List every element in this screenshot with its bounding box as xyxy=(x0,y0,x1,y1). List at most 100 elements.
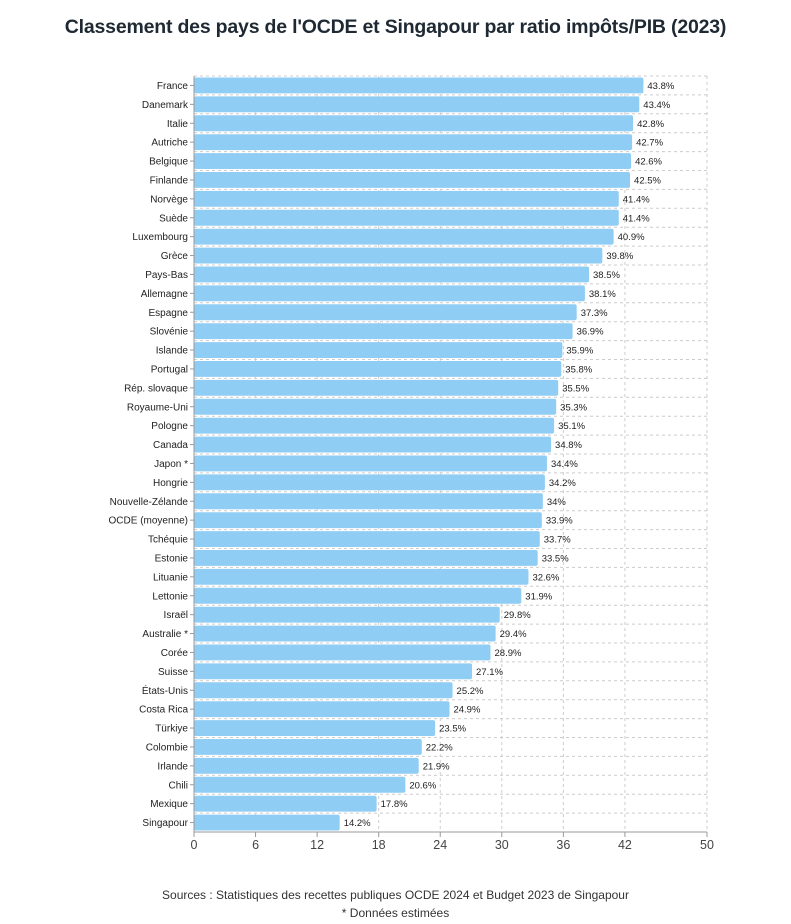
bar xyxy=(194,266,590,283)
bar xyxy=(194,285,585,302)
category-label: Espagne xyxy=(149,308,189,319)
category-label: France xyxy=(157,81,189,92)
bar xyxy=(194,606,500,623)
bar xyxy=(194,209,619,226)
value-label: 32.6% xyxy=(532,572,559,583)
value-label: 42.8% xyxy=(637,119,664,130)
value-label: 20.6% xyxy=(409,780,436,791)
category-label: Colombie xyxy=(146,742,189,753)
category-label: Australie * xyxy=(142,629,188,640)
category-label: Pays-Bas xyxy=(145,270,188,281)
value-label: 35.9% xyxy=(566,346,593,357)
category-label: Slovénie xyxy=(150,327,189,338)
value-label: 38.1% xyxy=(589,289,616,300)
bar xyxy=(194,739,422,755)
value-label: 24.9% xyxy=(453,705,480,716)
bar xyxy=(194,190,619,207)
category-label: Hongrie xyxy=(153,478,188,489)
value-label: 43.4% xyxy=(643,100,670,111)
category-label: Italie xyxy=(167,119,189,130)
value-label: 33.5% xyxy=(542,553,569,564)
bar xyxy=(194,644,491,661)
chart-title: Classement des pays de l'OCDE et Singapo… xyxy=(64,16,727,38)
bar xyxy=(194,550,538,566)
bar xyxy=(194,172,631,188)
category-label: Chili xyxy=(169,780,188,791)
bar xyxy=(194,625,496,642)
category-label: Portugal xyxy=(151,364,188,375)
value-label: 35.1% xyxy=(558,421,585,432)
bar xyxy=(194,776,406,793)
category-label: Rép. slovaque xyxy=(124,383,188,394)
category-label: États-Unis xyxy=(142,684,188,697)
value-label: 37.3% xyxy=(581,308,608,319)
bar xyxy=(194,474,545,491)
bar xyxy=(194,682,453,699)
value-label: 33.7% xyxy=(544,535,571,546)
value-label: 35.3% xyxy=(560,402,587,413)
category-label: Suisse xyxy=(158,667,188,678)
bar xyxy=(194,134,633,151)
category-label: Luxembourg xyxy=(132,232,188,243)
value-label: 43.8% xyxy=(647,81,674,92)
value-label: 17.8% xyxy=(381,799,408,810)
sources-text: Sources : Statistiques des recettes publ… xyxy=(162,888,629,902)
category-label: OCDE (moyenne) xyxy=(109,516,188,527)
category-label: Costa Rica xyxy=(139,705,188,716)
bar xyxy=(194,795,377,812)
value-label: 34.2% xyxy=(549,478,576,489)
value-label: 31.9% xyxy=(525,591,552,602)
value-label: 42.6% xyxy=(635,157,662,168)
x-tick-label: 42 xyxy=(618,838,632,852)
bar xyxy=(194,304,577,321)
value-label: 14.2% xyxy=(344,818,371,829)
value-label: 21.9% xyxy=(423,761,450,772)
category-label: Tchéquie xyxy=(148,535,188,546)
x-tick-label: 36 xyxy=(556,838,570,852)
bar xyxy=(194,436,552,453)
value-label: 27.1% xyxy=(476,667,503,678)
category-label: Suède xyxy=(159,213,188,224)
bar xyxy=(194,512,542,529)
bar xyxy=(194,568,529,585)
value-label: 35.5% xyxy=(562,383,589,394)
category-label: Islande xyxy=(156,346,189,357)
category-label: Irlande xyxy=(157,761,188,772)
value-label: 41.4% xyxy=(623,213,650,224)
value-label: 22.2% xyxy=(426,742,453,753)
value-label: 38.5% xyxy=(593,270,620,281)
bar xyxy=(194,814,340,831)
category-label: Allemagne xyxy=(141,289,189,300)
bar xyxy=(194,493,543,510)
bar xyxy=(194,757,419,774)
category-label: Israël xyxy=(164,610,188,621)
value-label: 42.7% xyxy=(636,138,663,149)
value-label: 34% xyxy=(547,497,567,508)
x-tick-label: 50 xyxy=(700,838,714,852)
value-label: 36.9% xyxy=(577,327,604,338)
value-label: 34.4% xyxy=(551,459,578,470)
value-label: 34.8% xyxy=(555,440,582,451)
category-label: Corée xyxy=(161,648,189,659)
value-label: 33.9% xyxy=(546,516,573,527)
estimate-note: * Données estimées xyxy=(341,906,450,920)
bar xyxy=(194,77,644,94)
bar xyxy=(194,455,547,472)
bar xyxy=(194,701,450,718)
category-label: Belgique xyxy=(149,157,188,168)
category-label: Lituanie xyxy=(153,572,188,583)
category-label: Mexique xyxy=(150,799,188,810)
x-tick-label: 0 xyxy=(191,838,198,852)
category-label: Finlande xyxy=(150,175,189,186)
bar xyxy=(194,342,563,358)
bar xyxy=(194,153,632,169)
category-label: Royaume-Uni xyxy=(127,402,188,413)
bar xyxy=(194,323,573,340)
category-label: Canada xyxy=(153,440,188,451)
bar xyxy=(194,663,473,680)
bar xyxy=(194,587,522,604)
category-label: Japon * xyxy=(154,459,188,470)
category-label: Türkiye xyxy=(155,724,188,735)
bar xyxy=(194,398,557,415)
value-label: 42.5% xyxy=(634,175,661,186)
